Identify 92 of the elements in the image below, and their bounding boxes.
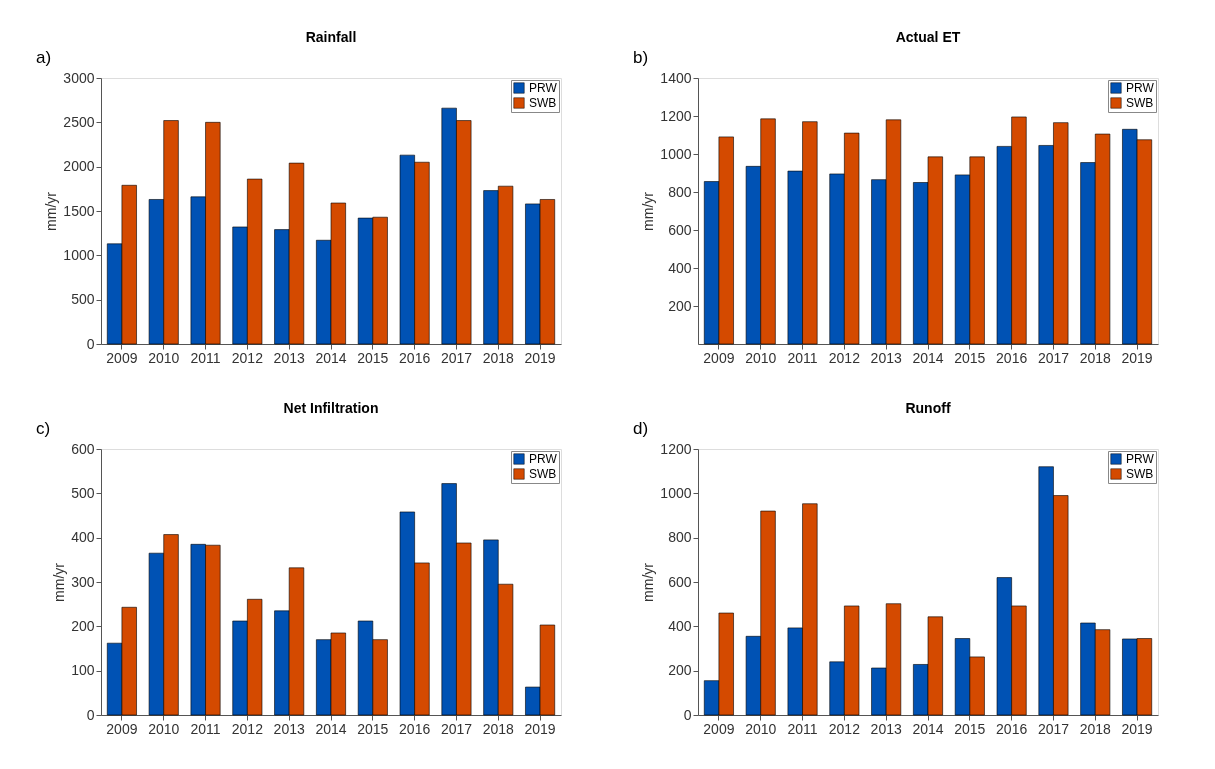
legend-label: SWB (529, 467, 557, 481)
x-tick-label: 2013 (273, 720, 305, 737)
x-tick-label: 2011 (787, 349, 818, 366)
x-tick-label: 2014 (315, 349, 347, 366)
legend-label: SWB (529, 96, 557, 110)
chart-title: Net Infiltration (283, 400, 379, 416)
x-tick-label: 2017 (440, 349, 473, 366)
legend-label: PRW (529, 81, 558, 95)
y-tick-label: 200 (71, 617, 95, 634)
x-tick-label: 2013 (273, 349, 305, 366)
y-tick-label: 400 (668, 617, 692, 634)
text: c) (36, 419, 51, 438)
x-tick-label: 2012 (828, 720, 861, 737)
y-tick-label: 0 (683, 706, 692, 723)
x-tick-label: 2016 (399, 349, 431, 366)
x-tick-label: 2010 (148, 349, 180, 366)
x-tick-label: 2016 (996, 349, 1028, 366)
y-tick-label: 2500 (63, 113, 95, 130)
y-tick-label: 300 (71, 573, 95, 590)
x-tick-label: 2014 (912, 349, 944, 366)
y-tick-label: 800 (668, 183, 692, 200)
y-axis-title: mm/yr (43, 191, 60, 231)
x-tick-label: 2013 (870, 720, 902, 737)
y-tick-label: 1000 (63, 246, 95, 263)
x-tick-label: 2017 (440, 720, 473, 737)
y-tick-label: 500 (71, 291, 95, 308)
y-tick-label: 200 (668, 662, 692, 679)
x-tick-label: 2009 (106, 349, 138, 366)
y-tick-label: 3000 (63, 69, 95, 86)
text: b) (633, 48, 649, 67)
x-tick-label: 2011 (787, 720, 818, 737)
legend-label: PRW (1126, 81, 1155, 95)
x-tick-label: 2017 (1037, 720, 1070, 737)
y-axis-title: mm/yr (51, 562, 68, 602)
text: d) (633, 419, 649, 438)
x-tick-label: 2018 (1079, 720, 1112, 737)
y-tick-label: 600 (668, 573, 692, 590)
x-tick-label: 2009 (703, 720, 735, 737)
legend-label: PRW (529, 452, 558, 466)
chart-title: Actual ET (895, 29, 961, 45)
y-tick-label: 800 (668, 529, 692, 546)
x-tick-label: 2010 (148, 720, 180, 737)
y-axis-title: mm/yr (640, 562, 657, 602)
y-tick-label: 1500 (63, 202, 95, 219)
x-tick-label: 2019 (1121, 720, 1153, 737)
x-tick-label: 2019 (524, 349, 556, 366)
y-tick-label: 600 (668, 221, 692, 238)
x-tick-label: 2019 (1121, 349, 1153, 366)
x-tick-label: 2012 (231, 720, 264, 737)
x-tick-label: 2016 (996, 720, 1028, 737)
x-tick-label: 2012 (828, 349, 861, 366)
legend-label: SWB (1126, 467, 1154, 481)
x-tick-label: 2009 (106, 720, 138, 737)
y-tick-label: 0 (86, 706, 95, 723)
y-tick-label: 400 (668, 259, 692, 276)
x-tick-label: 2017 (1037, 349, 1070, 366)
x-tick-label: 2014 (912, 720, 944, 737)
x-tick-label: 2011 (190, 720, 221, 737)
chart-title: Runoff (905, 400, 951, 416)
chart-title: Rainfall (305, 29, 357, 45)
x-tick-label: 2010 (745, 720, 777, 737)
text: a) (36, 48, 52, 67)
x-tick-label: 2018 (482, 720, 515, 737)
x-tick-label: 2015 (357, 349, 389, 366)
x-tick-label: 2016 (399, 720, 431, 737)
y-tick-label: 2000 (63, 158, 95, 175)
y-axis-title: mm/yr (640, 191, 657, 231)
x-tick-label: 2015 (357, 720, 389, 737)
legend-label: SWB (1126, 96, 1154, 110)
x-tick-label: 2013 (870, 349, 902, 366)
y-tick-label: 1200 (660, 107, 692, 124)
x-tick-label: 2009 (703, 349, 735, 366)
y-tick-label: 1000 (660, 145, 692, 162)
x-tick-label: 2018 (482, 349, 515, 366)
x-tick-label: 2019 (524, 720, 556, 737)
y-tick-label: 200 (668, 297, 692, 314)
legend-label: PRW (1126, 452, 1155, 466)
y-tick-label: 1200 (660, 440, 692, 457)
y-tick-label: 500 (71, 484, 95, 501)
y-tick-label: 1000 (660, 484, 692, 501)
x-tick-label: 2014 (315, 720, 347, 737)
x-tick-label: 2011 (190, 349, 221, 366)
y-tick-label: 100 (71, 662, 95, 679)
x-tick-label: 2012 (231, 349, 264, 366)
x-tick-label: 2018 (1079, 349, 1112, 366)
y-tick-label: 0 (86, 335, 95, 352)
y-tick-label: 600 (71, 440, 95, 457)
y-tick-label: 400 (71, 529, 95, 546)
x-tick-label: 2015 (954, 720, 986, 737)
x-tick-label: 2015 (954, 349, 986, 366)
x-tick-label: 2010 (745, 349, 777, 366)
y-tick-label: 1400 (660, 69, 692, 86)
